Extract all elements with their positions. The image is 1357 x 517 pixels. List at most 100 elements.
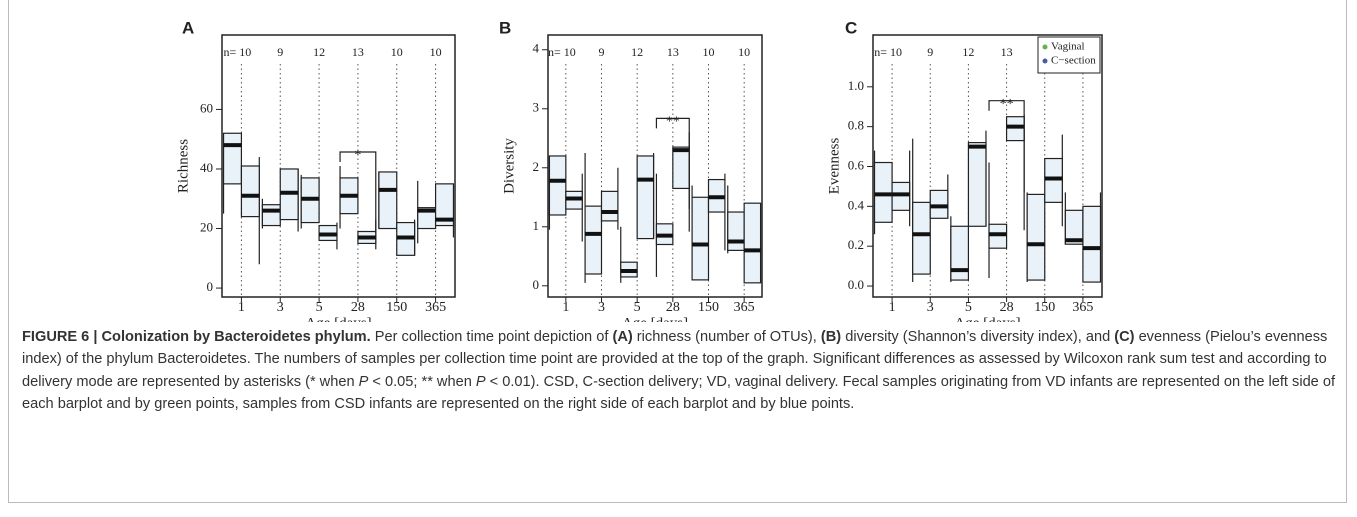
box bbox=[691, 196, 710, 281]
box bbox=[636, 155, 655, 240]
sample-count: 13 bbox=[352, 45, 364, 59]
y-tick-label: 60 bbox=[200, 100, 213, 115]
y-tick-label: 0.2 bbox=[848, 237, 864, 252]
caption-run: (C) bbox=[1114, 329, 1135, 345]
sample-count: 9 bbox=[599, 45, 605, 59]
box bbox=[1082, 205, 1102, 283]
box bbox=[743, 202, 762, 284]
y-tick-label: 0.0 bbox=[848, 277, 864, 292]
x-tick-label: 28 bbox=[666, 300, 680, 315]
caption-run: P bbox=[475, 373, 486, 390]
x-tick-label: 28 bbox=[1000, 300, 1014, 315]
y-tick-label: 4 bbox=[533, 41, 540, 56]
sample-count: 9 bbox=[927, 45, 933, 59]
plot-frame bbox=[872, 34, 1103, 298]
y-tick-label: 0.4 bbox=[848, 197, 865, 212]
y-tick-label: 1 bbox=[533, 218, 540, 233]
box bbox=[672, 146, 690, 190]
x-tick-label: 150 bbox=[698, 300, 719, 315]
y-tick-label: 40 bbox=[200, 160, 213, 175]
y-tick-label: 1.0 bbox=[848, 78, 864, 93]
caption-run: Per collection time point depiction of bbox=[370, 329, 613, 345]
x-tick-label: 3 bbox=[277, 300, 284, 315]
x-tick-label: 1 bbox=[889, 300, 896, 315]
sample-count: 13 bbox=[1001, 45, 1013, 59]
sample-count: 10 bbox=[738, 45, 750, 59]
sample-count: 12 bbox=[962, 45, 974, 59]
x-axis-label: Age [days] bbox=[954, 315, 1020, 322]
caption-run: (A) bbox=[612, 329, 633, 345]
box bbox=[967, 141, 987, 227]
box bbox=[1026, 193, 1046, 281]
y-axis-label: Richness bbox=[175, 139, 191, 193]
x-tick-label: 28 bbox=[351, 300, 365, 315]
caption-run: evenness (Pielou’s evenness index) of th… bbox=[22, 329, 1328, 390]
significance-bracket bbox=[988, 100, 1025, 231]
plot-frame bbox=[547, 34, 763, 298]
sample-count: 12 bbox=[313, 45, 325, 59]
sample-count: n= 10 bbox=[224, 45, 252, 59]
y-axis-label: Diversity bbox=[501, 138, 517, 194]
x-tick-label: 365 bbox=[1072, 300, 1093, 315]
caption-run: (B) bbox=[820, 329, 842, 345]
legend-box bbox=[1037, 36, 1101, 74]
box bbox=[434, 183, 455, 227]
x-tick-label: 5 bbox=[965, 300, 972, 315]
box bbox=[261, 204, 281, 227]
figure-frame bbox=[8, 0, 1347, 503]
y-tick-label: 3 bbox=[533, 100, 540, 115]
sample-count: 12 bbox=[631, 45, 643, 59]
x-tick-label: 5 bbox=[316, 300, 323, 315]
x-tick-label: 5 bbox=[634, 300, 641, 315]
caption-run: P bbox=[358, 373, 369, 390]
legend-label: Vaginal bbox=[1051, 41, 1085, 53]
x-tick-label: 3 bbox=[927, 300, 934, 315]
box bbox=[548, 155, 567, 216]
panel-letter: B bbox=[499, 18, 511, 37]
significance-bracket bbox=[339, 151, 377, 234]
sample-count: 10 bbox=[430, 45, 442, 59]
y-tick-label: 0.8 bbox=[848, 118, 864, 133]
significance-bracket bbox=[655, 117, 690, 232]
caption-run: diversity (Shannon’s diversity index), a… bbox=[841, 329, 1115, 345]
box bbox=[584, 205, 603, 275]
significance-label: ** bbox=[1000, 97, 1014, 112]
x-tick-label: 1 bbox=[562, 300, 569, 315]
box bbox=[222, 132, 243, 185]
caption-run: < 0.05; ** when bbox=[368, 373, 476, 390]
x-tick-label: 150 bbox=[386, 300, 407, 315]
plot-frame bbox=[221, 34, 456, 298]
caption-run: richness (number of OTUs), bbox=[632, 329, 821, 345]
panel-letter: A bbox=[182, 18, 194, 37]
legend-marker bbox=[1042, 58, 1048, 64]
sample-count: 13 bbox=[667, 45, 679, 59]
y-tick-label: 20 bbox=[200, 220, 213, 235]
box bbox=[950, 225, 970, 281]
panel-letter: C bbox=[845, 18, 857, 37]
sample-count: 9 bbox=[277, 45, 283, 59]
significance-label: * bbox=[354, 148, 361, 163]
x-tick-label: 365 bbox=[734, 300, 755, 315]
x-tick-label: 365 bbox=[425, 300, 446, 315]
y-tick-label: 0.6 bbox=[848, 157, 865, 172]
box bbox=[378, 171, 398, 230]
significance-label: ** bbox=[666, 115, 680, 130]
x-tick-label: 3 bbox=[598, 300, 605, 315]
caption-run: FIGURE 6 | Colonization by Bacteroidetes… bbox=[22, 329, 371, 345]
y-tick-label: 2 bbox=[533, 159, 540, 174]
sample-count: n= 10 bbox=[874, 45, 902, 59]
sample-count: 10 bbox=[391, 45, 403, 59]
box bbox=[600, 190, 619, 222]
box bbox=[912, 201, 931, 275]
sample-count: n= 10 bbox=[548, 45, 576, 59]
legend-marker bbox=[1042, 44, 1048, 50]
x-axis-label: Age [days] bbox=[305, 315, 371, 322]
box bbox=[240, 165, 260, 218]
x-axis-label: Age [days] bbox=[622, 315, 688, 322]
box bbox=[727, 211, 745, 251]
y-tick-label: 0 bbox=[533, 277, 540, 292]
caption-run: < 0.01). CSD, C-section delivery; VD, va… bbox=[22, 373, 1336, 413]
y-axis-label: Evenness bbox=[826, 138, 842, 195]
caption: FIGURE 6 | Colonization by Bacteroidetes… bbox=[22, 326, 1342, 416]
